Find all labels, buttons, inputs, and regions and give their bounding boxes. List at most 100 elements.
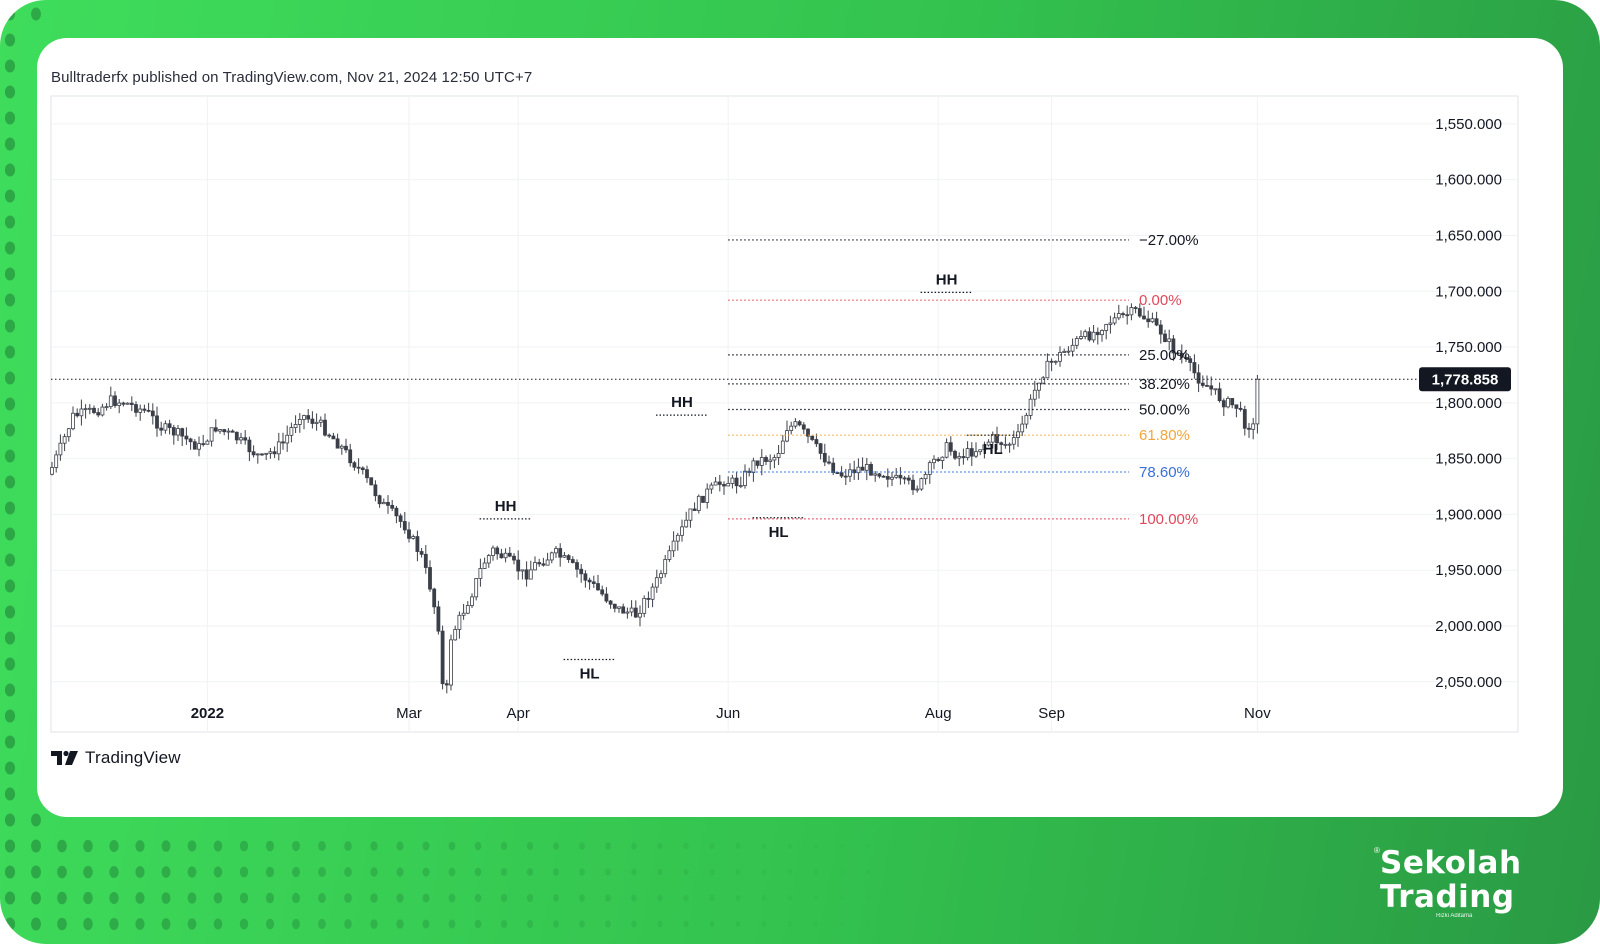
brand-subtitle: Rizki Aditama bbox=[1436, 913, 1473, 919]
candle-body bbox=[314, 421, 319, 424]
candle-body bbox=[1158, 324, 1163, 335]
candle-body bbox=[92, 407, 96, 413]
swing-annotations: HH HL HH HL HH HL bbox=[479, 271, 1019, 682]
candle-body bbox=[297, 419, 302, 425]
higher-high-label: HH bbox=[671, 394, 693, 411]
candle-body bbox=[671, 540, 676, 552]
candle-body bbox=[281, 441, 285, 444]
candle-body bbox=[180, 428, 185, 437]
candle-body bbox=[860, 466, 865, 471]
candle-body bbox=[457, 614, 462, 630]
candle-body bbox=[171, 427, 176, 436]
candle-body bbox=[680, 526, 684, 536]
candle-body bbox=[83, 408, 88, 411]
candle-body bbox=[444, 683, 449, 686]
candle-body bbox=[352, 462, 357, 468]
candle-body bbox=[814, 439, 819, 445]
candle-body bbox=[1020, 423, 1025, 433]
candle-body bbox=[192, 441, 197, 450]
tradingview-logo-icon bbox=[51, 750, 78, 765]
candle-body bbox=[1217, 388, 1222, 402]
candle-body bbox=[738, 485, 743, 488]
y-tick-label: 1,750.000 bbox=[1435, 339, 1502, 356]
candle-body bbox=[961, 456, 966, 459]
candles bbox=[50, 303, 1260, 694]
candle-body bbox=[717, 481, 722, 485]
candle-body bbox=[932, 458, 936, 464]
candle-body bbox=[881, 475, 886, 478]
candle-body bbox=[1087, 331, 1092, 341]
candle-body bbox=[1003, 443, 1008, 446]
candle-body bbox=[990, 434, 995, 443]
candle-body bbox=[591, 581, 596, 584]
candle-body bbox=[390, 504, 395, 509]
candle-body bbox=[638, 612, 642, 618]
candle-body bbox=[205, 440, 210, 445]
candle-body bbox=[432, 588, 437, 608]
candle-body bbox=[659, 573, 663, 579]
candle-body bbox=[864, 463, 869, 471]
candle-body bbox=[1083, 331, 1088, 337]
candle-body bbox=[243, 437, 248, 441]
candle-body bbox=[982, 444, 987, 451]
candle-body bbox=[50, 467, 54, 475]
candle-body bbox=[722, 484, 726, 487]
tradingview-logo[interactable]: TradingView bbox=[51, 747, 181, 769]
candle-body bbox=[1116, 313, 1121, 319]
fib-level-label: 100.00% bbox=[1139, 511, 1198, 528]
candle-body bbox=[146, 409, 151, 412]
candle-body bbox=[1242, 409, 1247, 429]
candle-body bbox=[743, 470, 747, 487]
candle-body bbox=[1121, 313, 1125, 316]
candle-body bbox=[1175, 352, 1180, 355]
candle-body bbox=[96, 412, 101, 416]
candle-body bbox=[995, 434, 999, 444]
candle-body bbox=[621, 606, 626, 614]
candle-body bbox=[117, 402, 122, 406]
candle-body bbox=[453, 629, 458, 641]
fibonacci-retracement[interactable]: −27.00% 0.00% 25.00% 38.20% 50.00% 61.80% 78.6… bbox=[728, 232, 1199, 528]
candle-body bbox=[495, 547, 500, 555]
candle-body bbox=[129, 402, 134, 405]
candle-body bbox=[843, 475, 848, 478]
candle-body bbox=[806, 428, 810, 437]
candle-body bbox=[898, 474, 903, 479]
candle-body bbox=[285, 434, 290, 444]
candlestick-chart[interactable]: 1,550.000 1,600.000 1,650.000 1,700.000 1,75… bbox=[37, 38, 1563, 817]
candle-body bbox=[331, 435, 336, 440]
candle-body bbox=[558, 548, 563, 558]
candle-body bbox=[759, 457, 764, 466]
candle-body bbox=[428, 567, 432, 590]
candle-body bbox=[104, 406, 109, 409]
candle-body bbox=[608, 600, 613, 605]
candle-body bbox=[516, 559, 521, 572]
candle-body bbox=[579, 568, 584, 575]
chart-card: Bulltraderfx published on TradingView.co… bbox=[37, 38, 1563, 817]
candle-body bbox=[948, 442, 953, 452]
candle-body bbox=[675, 534, 680, 542]
candle-body bbox=[1058, 352, 1062, 362]
candle-body bbox=[268, 451, 273, 454]
candle-body bbox=[612, 603, 617, 609]
candle-body bbox=[344, 445, 348, 451]
candle-body bbox=[1024, 414, 1029, 425]
candle-body bbox=[890, 476, 894, 480]
candle-body bbox=[356, 466, 361, 469]
candle-body bbox=[381, 502, 386, 505]
fib-level-label: 25.00% bbox=[1139, 347, 1190, 364]
candle-body bbox=[1192, 362, 1197, 374]
candle-body bbox=[66, 428, 71, 438]
candle-body bbox=[121, 402, 126, 405]
candle-body bbox=[986, 441, 991, 446]
candle-body bbox=[394, 507, 399, 517]
fib-level-label: 50.00% bbox=[1139, 402, 1190, 419]
candle-body bbox=[524, 569, 529, 580]
candle-body bbox=[650, 586, 655, 600]
candle-body bbox=[780, 440, 785, 454]
candle-body bbox=[499, 553, 504, 559]
candle-body bbox=[478, 568, 483, 579]
candle-body bbox=[944, 442, 949, 458]
candle-body bbox=[570, 559, 575, 563]
candle-body bbox=[583, 573, 588, 581]
